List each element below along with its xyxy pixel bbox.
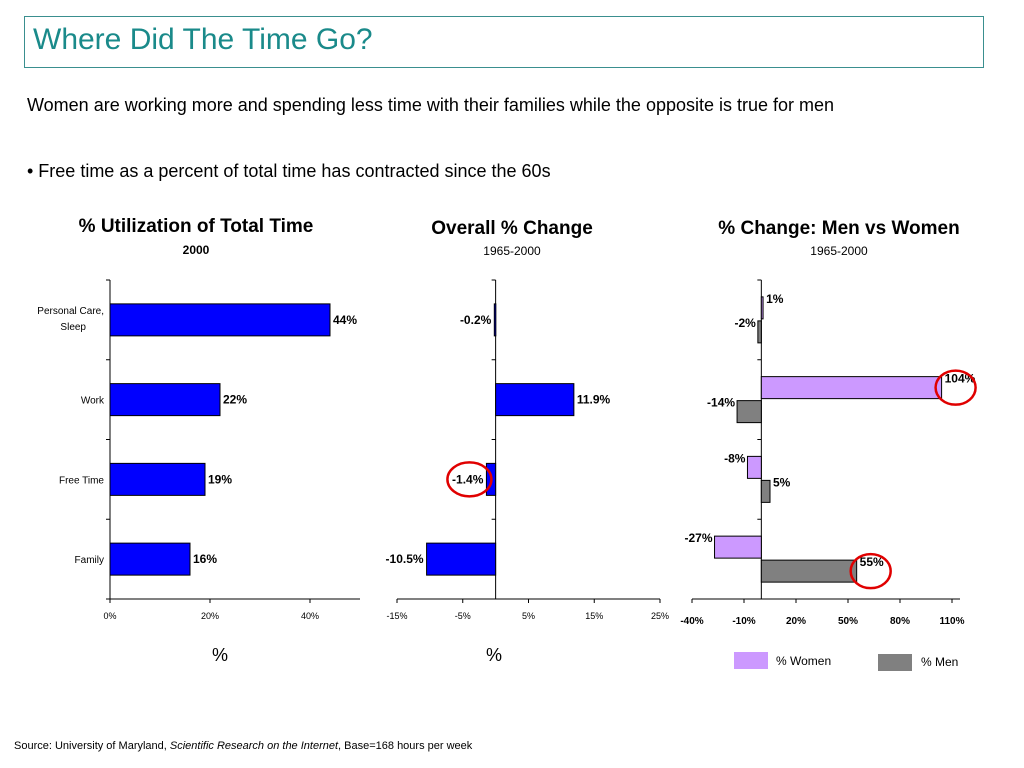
chart3-title: % Change: Men vs Women <box>718 218 960 239</box>
chart1-bar <box>109 462 206 496</box>
chart3-x-tick-label: -40% <box>680 616 703 627</box>
chart3-bar-men <box>757 320 762 344</box>
page-title: Where Did The Time Go? <box>33 23 373 56</box>
chart2-bar <box>495 383 575 417</box>
chart2-unit-label: % <box>486 645 503 665</box>
chart3-value-label: 1% <box>766 292 784 306</box>
chart2-bar <box>426 542 497 576</box>
source-suffix: , Base=168 hours per week <box>338 740 473 752</box>
chart3-x-tick-label: 50% <box>838 616 858 627</box>
chart1-bar <box>109 542 191 576</box>
chart3-bar-women <box>760 376 943 400</box>
chart2-x-tick-label: 5% <box>522 611 535 621</box>
chart3-value-label: -2% <box>735 316 757 330</box>
chart3-bar-men <box>760 559 858 583</box>
intro-text: Women are working more and spending less… <box>27 95 835 115</box>
chart3-bar-men <box>760 479 771 503</box>
chart3-x-tick-label: -10% <box>732 616 755 627</box>
legend-women-label: % Women <box>776 654 832 668</box>
chart2-title: Overall % Change <box>431 218 593 239</box>
chart3-x-tick-label: 20% <box>786 616 806 627</box>
chart1-bar <box>109 383 221 417</box>
chart2-value-label: -0.2% <box>460 313 492 327</box>
chart1-category-label: Sleep <box>60 322 86 333</box>
chart1-title: % Utilization of Total Time <box>78 216 314 237</box>
chart1-value-label: 19% <box>208 472 232 486</box>
chart2-value-label: -10.5% <box>386 552 424 566</box>
chart2-x-tick-label: 15% <box>585 611 603 621</box>
chart1-category-label: Personal Care, <box>37 306 104 317</box>
source-note: Source: University of Maryland, Scientif… <box>14 740 472 752</box>
bullet-text: • Free time as a percent of total time h… <box>27 161 551 181</box>
legend-men-label: % Men <box>921 655 959 669</box>
chart1-x-tick-label: 0% <box>103 611 116 621</box>
chart2-x-tick-label: -15% <box>386 611 407 621</box>
chart1-value-label: 16% <box>193 552 217 566</box>
chart3-bar-women <box>746 455 762 479</box>
chart1-value-label: 22% <box>223 393 247 407</box>
chart1-x-tick-label: 40% <box>301 611 319 621</box>
chart3-bar-women <box>714 535 762 559</box>
chart3-highlight-circle <box>934 369 977 406</box>
chart2-bar <box>493 303 497 337</box>
chart2-subtitle: 1965-2000 <box>483 244 541 258</box>
chart1-unit-label: % <box>212 645 229 665</box>
chart3-bar-men <box>736 400 762 424</box>
chart1-category-label: Work <box>81 396 105 407</box>
title-box: Where Did The Time Go? <box>24 16 984 68</box>
chart2-value-label: 11.9% <box>577 393 611 407</box>
chart3-value-label: -14% <box>707 396 735 410</box>
chart3-x-tick-label: 110% <box>939 616 964 627</box>
chart3-value-label: 55% <box>860 555 884 569</box>
chart1-bar <box>109 303 331 337</box>
chart3-bar-women <box>760 296 764 320</box>
chart1-category-label: Family <box>75 555 104 566</box>
chart2-value-label: -1.4% <box>452 472 484 486</box>
chart2-x-tick-label: 25% <box>651 611 669 621</box>
chart1-category-label: Free Time <box>59 475 104 486</box>
chart2-highlight-circle <box>446 461 493 498</box>
chart3-highlight-circle <box>849 552 892 590</box>
chart2-x-tick-label: -5% <box>455 611 471 621</box>
source-prefix: Source: University of Maryland, <box>14 740 170 752</box>
chart1-value-label: 44% <box>333 313 357 327</box>
chart3-x-tick-label: 80% <box>890 616 910 627</box>
chart1-subtitle: 2000 <box>182 243 210 257</box>
legend-women-swatch <box>734 652 768 669</box>
chart3-subtitle: 1965-2000 <box>810 244 868 258</box>
source-italic: Scientific Research on the Internet <box>169 740 339 752</box>
chart1-x-tick-label: 20% <box>201 611 219 621</box>
chart3-value-label: 104% <box>945 372 976 386</box>
chart3-value-label: 5% <box>773 475 791 489</box>
legend-men-swatch <box>878 654 912 671</box>
chart3-value-label: -27% <box>685 531 713 545</box>
chart3-value-label: -8% <box>724 451 746 465</box>
